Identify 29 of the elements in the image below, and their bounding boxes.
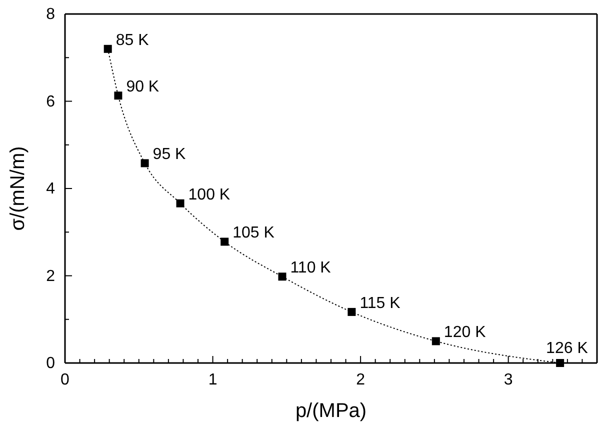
point <box>432 337 440 346</box>
point <box>140 159 149 168</box>
annotation: 126 K <box>546 340 588 357</box>
point <box>556 359 564 367</box>
x-tick-label: 3 <box>504 371 513 388</box>
annotation: 85 K <box>116 32 150 49</box>
annotation: 110 K <box>290 260 332 277</box>
x-tick-label: 2 <box>356 371 366 388</box>
point <box>114 92 122 100</box>
y-tick-label: 4 <box>46 180 56 198</box>
x-tick-label: 0 <box>60 371 70 388</box>
y-tick-label: 2 <box>46 268 56 285</box>
y-tick-label: 8 <box>46 6 56 24</box>
point <box>278 272 286 281</box>
y-tick-label: 6 <box>46 93 56 110</box>
point <box>176 199 184 208</box>
point <box>220 238 229 246</box>
annotation: 120 K <box>444 324 486 342</box>
y-axis-title: σ/(mN/m) <box>7 146 29 231</box>
point <box>104 44 112 53</box>
annotation: 90 K <box>126 78 160 96</box>
x-axis-title: p/(MPa) <box>295 400 367 422</box>
y-tick-label: 0 <box>46 355 56 372</box>
annotation: 115 K <box>360 294 401 312</box>
annotation: 100 K <box>188 186 230 204</box>
annotation: 95 K <box>152 146 186 164</box>
point <box>348 308 356 316</box>
annotation: 105 K <box>232 224 275 242</box>
x-tick-label: 1 <box>208 371 218 388</box>
